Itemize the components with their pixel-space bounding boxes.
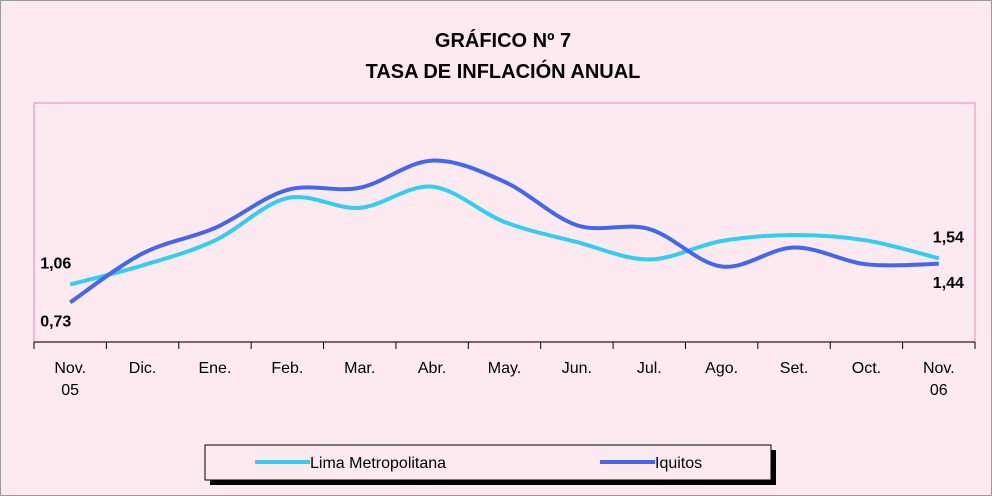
x-tick-label: Ago. xyxy=(705,360,739,377)
legend-label: Lima Metropolitana xyxy=(310,455,446,472)
x-tick-label: Dic. xyxy=(128,360,157,377)
line-series xyxy=(69,184,940,287)
legend-label: Iquitos xyxy=(655,455,702,472)
x-tick-label: Jul. xyxy=(636,360,662,377)
x-tick-label: Oct. xyxy=(851,360,882,377)
data-label: 1,54 xyxy=(933,229,964,246)
chart-subtitle: TASA DE INFLACIÓN ANUAL xyxy=(366,59,641,83)
line-series xyxy=(69,158,939,305)
x-tick-label: Nov. 06 xyxy=(922,360,955,399)
data-label: 0,73 xyxy=(40,313,71,330)
x-tick-label: Abr. xyxy=(417,360,447,377)
x-tick-label: Mar. xyxy=(344,360,376,377)
x-tick-label: Feb. xyxy=(271,360,304,377)
data-label: 1,06 xyxy=(40,255,71,272)
chart-title: GRÁFICO Nº 7 xyxy=(435,29,571,52)
x-tick-label: May. xyxy=(487,360,522,377)
x-tick-label: Ene. xyxy=(198,360,232,377)
x-tick-label: Jun. xyxy=(561,360,592,377)
x-tick-label: Nov. 05 xyxy=(54,360,87,399)
data-label: 1,44 xyxy=(933,275,964,292)
x-tick-label: Set. xyxy=(779,360,809,377)
